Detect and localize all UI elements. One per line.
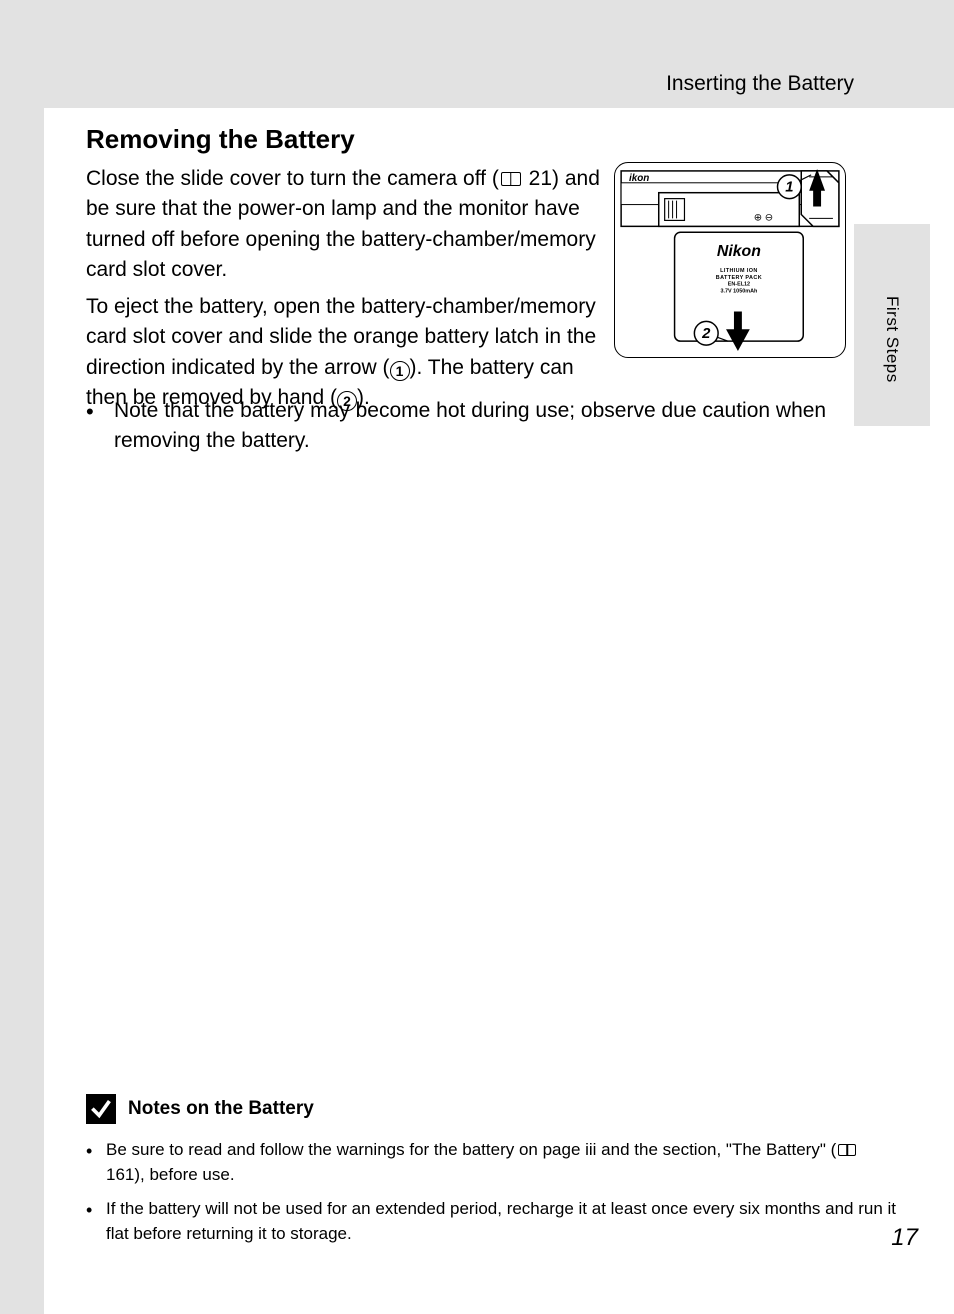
callout-2: 2 — [701, 326, 711, 342]
breadcrumb: Inserting the Battery — [666, 72, 854, 96]
battery-label-2: BATTERY PACK — [716, 275, 762, 281]
diagram-svg: ikon ⊕ ⊖ Nikon LITHIUM ION BATTERY PACK … — [615, 163, 845, 357]
brand-small: ikon — [629, 173, 649, 184]
paragraph-1: Close the slide cover to turn the camera… — [86, 164, 606, 286]
book-icon — [501, 172, 521, 186]
brand-label: Nikon — [717, 243, 761, 260]
notes-header: Notes on the Battery — [86, 1094, 896, 1124]
page-number: 17 — [891, 1224, 918, 1252]
ni1-b: ), before use. — [134, 1165, 234, 1184]
bullet-text: Note that the battery may become hot dur… — [114, 396, 846, 457]
book-icon — [838, 1144, 856, 1156]
bullet-dot: • — [86, 1197, 106, 1246]
battery-label-3: EN-EL12 — [728, 282, 750, 288]
notes-item-text: Be sure to read and follow the warnings … — [106, 1138, 896, 1187]
notes-item-text: If the battery will not be used for an e… — [106, 1197, 896, 1246]
side-tab-label: First Steps — [882, 296, 902, 383]
check-box-icon — [86, 1094, 116, 1124]
callout-1: 1 — [785, 180, 793, 196]
battery-label-1: LITHIUM ION — [720, 268, 758, 274]
bullet-caution: • Note that the battery may become hot d… — [86, 396, 846, 457]
p1-ref: 21 — [529, 167, 552, 190]
svg-text:⊕ ⊖: ⊕ ⊖ — [754, 212, 773, 223]
notes-item: • Be sure to read and follow the warning… — [86, 1138, 896, 1187]
left-band — [0, 0, 44, 1314]
bullet-dot: • — [86, 1138, 106, 1187]
battery-label-4: 3.7V 1050mAh — [720, 289, 757, 295]
battery-diagram: ikon ⊕ ⊖ Nikon LITHIUM ION BATTERY PACK … — [614, 162, 846, 358]
bullet-dot: • — [86, 396, 114, 457]
notes-title: Notes on the Battery — [128, 1098, 314, 1120]
ni1-a: Be sure to read and follow the warnings … — [106, 1140, 836, 1159]
body-text: Close the slide cover to turn the camera… — [86, 164, 606, 420]
notes-section: Notes on the Battery • Be sure to read a… — [86, 1094, 896, 1257]
circled-number-icon: 1 — [390, 361, 410, 381]
p1-a: Close the slide cover to turn the camera… — [86, 167, 499, 190]
ni1-ref: 161 — [106, 1165, 134, 1184]
section-title: Removing the Battery — [86, 124, 355, 155]
notes-item: • If the battery will not be used for an… — [86, 1197, 896, 1246]
page: First Steps Inserting the Battery Removi… — [0, 0, 954, 1314]
